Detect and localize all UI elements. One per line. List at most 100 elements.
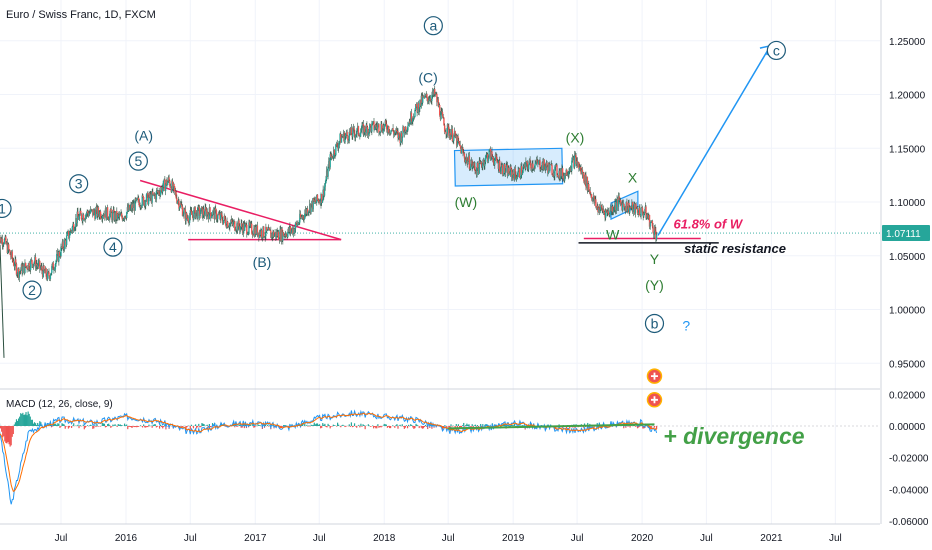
macd-histogram-bar: [50, 426, 53, 428]
candle-body: [460, 147, 463, 154]
candle-body: [483, 160, 485, 166]
candle-body: [546, 162, 548, 167]
candle-body: [308, 210, 310, 213]
candle-body: [56, 251, 59, 255]
candle-body: [154, 194, 156, 196]
candle-body: [339, 133, 341, 142]
candle-body: [333, 149, 335, 158]
macd-histogram-bar: [282, 425, 285, 426]
macd-histogram-bar: [413, 426, 415, 429]
candle-body: [509, 166, 512, 175]
macd-histogram-bar: [397, 426, 399, 429]
candle-body: [601, 207, 603, 211]
macd-histogram-bar: [102, 423, 104, 426]
y-tick-label: 1.15000: [889, 144, 926, 155]
macd-histogram-bar: [55, 423, 57, 426]
candle-body: [31, 259, 33, 265]
candle-body: [18, 271, 21, 278]
candle-body: [520, 166, 522, 179]
candle-body: [313, 198, 315, 202]
macd-histogram-bar: [93, 426, 95, 429]
candle-body: [300, 216, 302, 219]
macd-histogram-bar: [57, 423, 59, 426]
candle-body: [284, 235, 286, 237]
candle-body: [332, 157, 334, 159]
candle-body: [606, 210, 608, 213]
wave-label: b: [651, 315, 659, 331]
candle-body: [468, 155, 471, 169]
candle-body: [642, 212, 644, 217]
macd-histogram-bar: [337, 422, 339, 426]
candle-body: [429, 98, 432, 101]
candle-body: [500, 166, 502, 172]
candle-body: [208, 207, 211, 220]
wave-label: W: [606, 226, 620, 242]
macd-histogram-bar: [252, 423, 254, 426]
macd-histogram-bar: [446, 426, 448, 429]
candle-body: [434, 93, 437, 95]
candle-body: [556, 175, 559, 177]
x-tick-label: 2021: [760, 533, 783, 544]
candle-body: [227, 226, 230, 228]
macd-histogram-bar: [481, 426, 483, 428]
macd-histogram-bar: [20, 413, 22, 426]
candle-body: [104, 208, 107, 218]
candle-body: [116, 210, 118, 220]
candle-body: [640, 207, 642, 217]
candle-body: [203, 214, 206, 216]
macd-histogram-bar: [255, 425, 257, 426]
candle-body: [245, 223, 247, 225]
candle-body: [521, 172, 524, 175]
macd-histogram-bar: [401, 424, 403, 426]
candle-body: [552, 172, 555, 175]
candle-body: [98, 213, 100, 218]
candle-body: [75, 218, 77, 228]
candle-body: [648, 214, 651, 227]
candle-body: [200, 208, 202, 214]
candle-body: [3, 243, 5, 245]
candle-body: [2, 244, 4, 246]
candle-body: [233, 221, 235, 222]
candle-body: [650, 220, 653, 223]
candle-body: [643, 213, 645, 217]
macd-histogram-bar: [412, 426, 414, 428]
macd-histogram-bar: [262, 425, 265, 426]
macd-histogram-bar: [454, 426, 456, 429]
candle-body: [342, 137, 344, 138]
candle-body: [591, 198, 594, 202]
candle-body: [365, 124, 367, 134]
candle-body: [346, 131, 348, 136]
candle-body: [391, 128, 394, 131]
macd-histogram-bar: [311, 425, 313, 426]
candle-body: [531, 163, 533, 171]
macd-histogram-bar: [9, 426, 11, 447]
macd-histogram-bar: [73, 423, 75, 426]
candle-body: [613, 208, 615, 211]
candle-body: [44, 270, 46, 274]
candle-body: [315, 202, 317, 203]
candle-body: [539, 160, 541, 170]
y-tick-label: 1.00000: [889, 306, 926, 317]
macd-histogram-bar: [158, 426, 161, 429]
candle-body: [212, 209, 215, 211]
candle-body: [160, 186, 163, 191]
macd-histogram-bar: [32, 423, 35, 426]
candle-body: [489, 149, 492, 160]
wave-label-circle: [69, 174, 89, 194]
macd-y-tick-label: -0.02000: [889, 454, 929, 465]
macd-histogram-bar: [476, 425, 479, 426]
candle-body: [90, 209, 93, 210]
macd-histogram-bar: [369, 426, 372, 427]
candle-body: [641, 207, 644, 213]
candle-body: [299, 213, 302, 219]
candle-body: [496, 161, 499, 164]
candle-body: [71, 226, 74, 232]
candle-body: [193, 210, 195, 220]
candle-body: [196, 210, 199, 219]
candle-body: [378, 124, 380, 133]
candle-body: [454, 131, 456, 138]
candle-body: [289, 226, 292, 233]
macd-histogram-bar: [399, 424, 401, 426]
candle-body: [298, 222, 300, 224]
candle-body: [152, 193, 155, 195]
